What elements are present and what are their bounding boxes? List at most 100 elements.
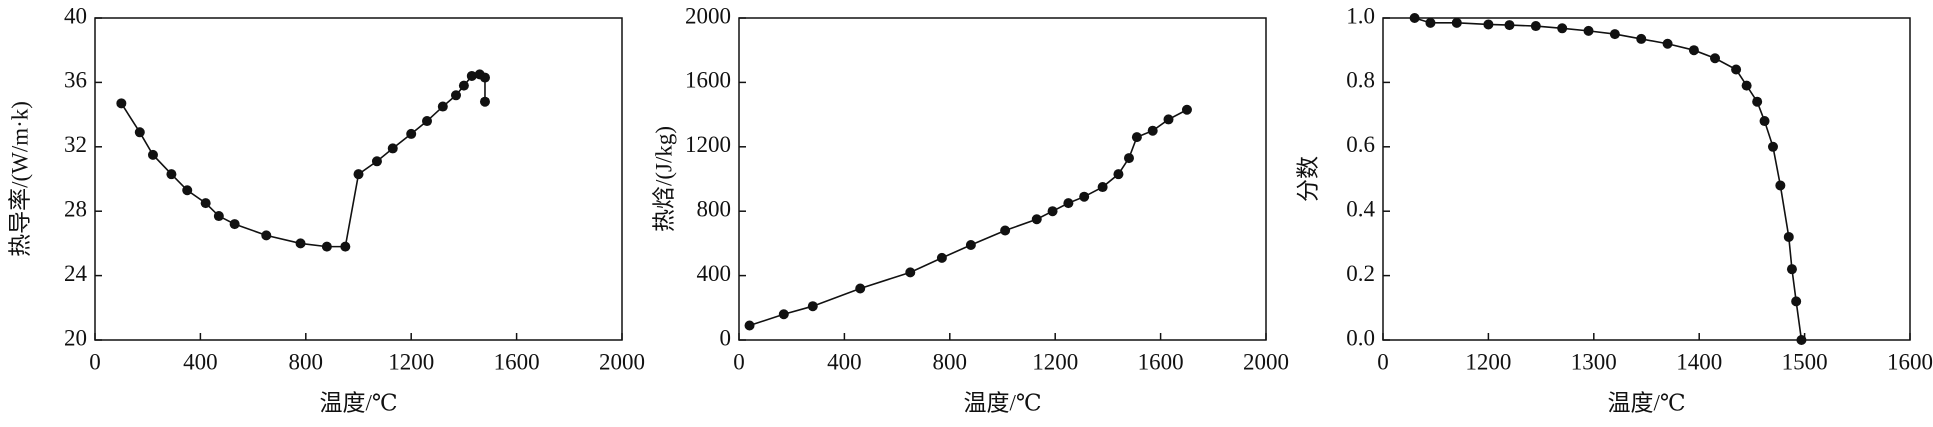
y-tick-label: 20 xyxy=(64,325,87,350)
x-tick-label: 1600 xyxy=(1887,349,1933,374)
x-tick-label: 1200 xyxy=(388,349,434,374)
data-point xyxy=(321,241,332,252)
data-point xyxy=(371,156,382,167)
y-tick-label: 0 xyxy=(720,325,732,350)
y-tick-label: 24 xyxy=(64,261,88,286)
series-line xyxy=(120,73,486,248)
data-point xyxy=(340,241,351,252)
data-point xyxy=(1557,23,1568,34)
y-axis-label: 热导率/(W/m·k) xyxy=(7,101,32,257)
data-point xyxy=(261,230,272,241)
data-point xyxy=(1796,335,1807,345)
data-point xyxy=(1097,182,1108,193)
data-point xyxy=(1113,169,1124,180)
data-point xyxy=(387,143,398,154)
y-tick-label: 400 xyxy=(697,261,732,286)
data-point xyxy=(353,169,364,180)
x-tick-label: 800 xyxy=(289,349,324,374)
data-point xyxy=(1752,96,1763,107)
x-tick-label: 1400 xyxy=(1676,349,1722,374)
data-point xyxy=(1783,231,1794,242)
data-point xyxy=(1181,104,1192,115)
y-tick-label: 32 xyxy=(64,132,87,157)
data-point xyxy=(450,90,461,101)
data-point xyxy=(1791,296,1802,307)
series-line xyxy=(1414,17,1803,341)
data-point xyxy=(1031,214,1042,225)
data-point xyxy=(229,219,240,230)
x-tick-label: 0 xyxy=(1377,349,1389,374)
data-point xyxy=(905,267,916,278)
y-tick-label: 0.2 xyxy=(1346,261,1375,286)
y-tick-label: 1.0 xyxy=(1346,3,1375,28)
x-tick-label: 400 xyxy=(183,349,218,374)
data-point xyxy=(778,309,789,320)
data-point xyxy=(1775,180,1786,191)
data-point xyxy=(116,98,127,109)
data-point xyxy=(1123,153,1134,164)
data-point xyxy=(166,169,177,180)
data-point xyxy=(1741,80,1752,91)
y-tick-label: 0.6 xyxy=(1346,132,1375,157)
data-point xyxy=(182,185,193,196)
data-point xyxy=(422,116,433,127)
data-point xyxy=(1731,64,1742,75)
data-point xyxy=(1147,125,1158,136)
x-tick-label: 2000 xyxy=(599,349,645,374)
x-axis-label: 温度/℃ xyxy=(963,390,1041,415)
plot-frame xyxy=(94,17,623,341)
data-point xyxy=(1451,17,1462,28)
data-point xyxy=(479,72,490,83)
y-tick-label: 1200 xyxy=(685,132,731,157)
data-point xyxy=(1483,19,1494,30)
data-point xyxy=(1063,198,1074,209)
plot-frame xyxy=(738,17,1267,341)
x-tick-label: 0 xyxy=(89,349,101,374)
data-point xyxy=(1759,116,1770,127)
y-tick-label: 0.8 xyxy=(1346,68,1375,93)
y-tick-label: 0.4 xyxy=(1346,196,1375,221)
x-tick-label: 1600 xyxy=(494,349,540,374)
plot-frame xyxy=(1382,17,1911,341)
data-point xyxy=(1425,17,1436,28)
data-point xyxy=(1767,141,1778,152)
data-point xyxy=(437,101,448,112)
x-tick-label: 1200 xyxy=(1032,349,1078,374)
y-tick-label: 28 xyxy=(64,196,87,221)
data-point xyxy=(1131,132,1142,143)
data-point xyxy=(1000,225,1011,236)
data-point xyxy=(1710,53,1721,64)
data-point xyxy=(1409,13,1420,23)
data-point xyxy=(855,283,866,294)
data-point xyxy=(213,211,224,222)
data-point xyxy=(807,301,818,312)
data-point xyxy=(1504,20,1515,31)
y-axis-label: 分数 xyxy=(1295,156,1320,202)
x-tick-label: 800 xyxy=(933,349,968,374)
data-point xyxy=(1079,191,1090,202)
data-point xyxy=(1688,45,1699,56)
x-tick-label: 1300 xyxy=(1571,349,1617,374)
y-tick-label: 0.0 xyxy=(1346,325,1375,350)
data-point xyxy=(1530,21,1541,32)
data-point xyxy=(1609,29,1620,40)
data-point xyxy=(1636,33,1647,44)
data-point xyxy=(295,238,306,249)
data-point xyxy=(466,70,477,81)
data-point xyxy=(458,80,469,91)
data-point xyxy=(134,127,145,138)
data-point xyxy=(1047,206,1058,217)
y-tick-label: 800 xyxy=(697,196,732,221)
x-axis-label: 温度/℃ xyxy=(1607,390,1685,415)
y-axis-label: 热焓/(J/kg) xyxy=(651,126,676,232)
data-point xyxy=(1662,38,1673,49)
x-tick-label: 400 xyxy=(827,349,862,374)
x-tick-label: 0 xyxy=(733,349,745,374)
x-tick-label: 2000 xyxy=(1243,349,1289,374)
x-axis-label: 温度/℃ xyxy=(319,390,397,415)
data-point xyxy=(1163,114,1174,125)
y-tick-label: 2000 xyxy=(685,3,731,28)
data-point xyxy=(936,252,947,263)
y-tick-label: 36 xyxy=(64,68,87,93)
